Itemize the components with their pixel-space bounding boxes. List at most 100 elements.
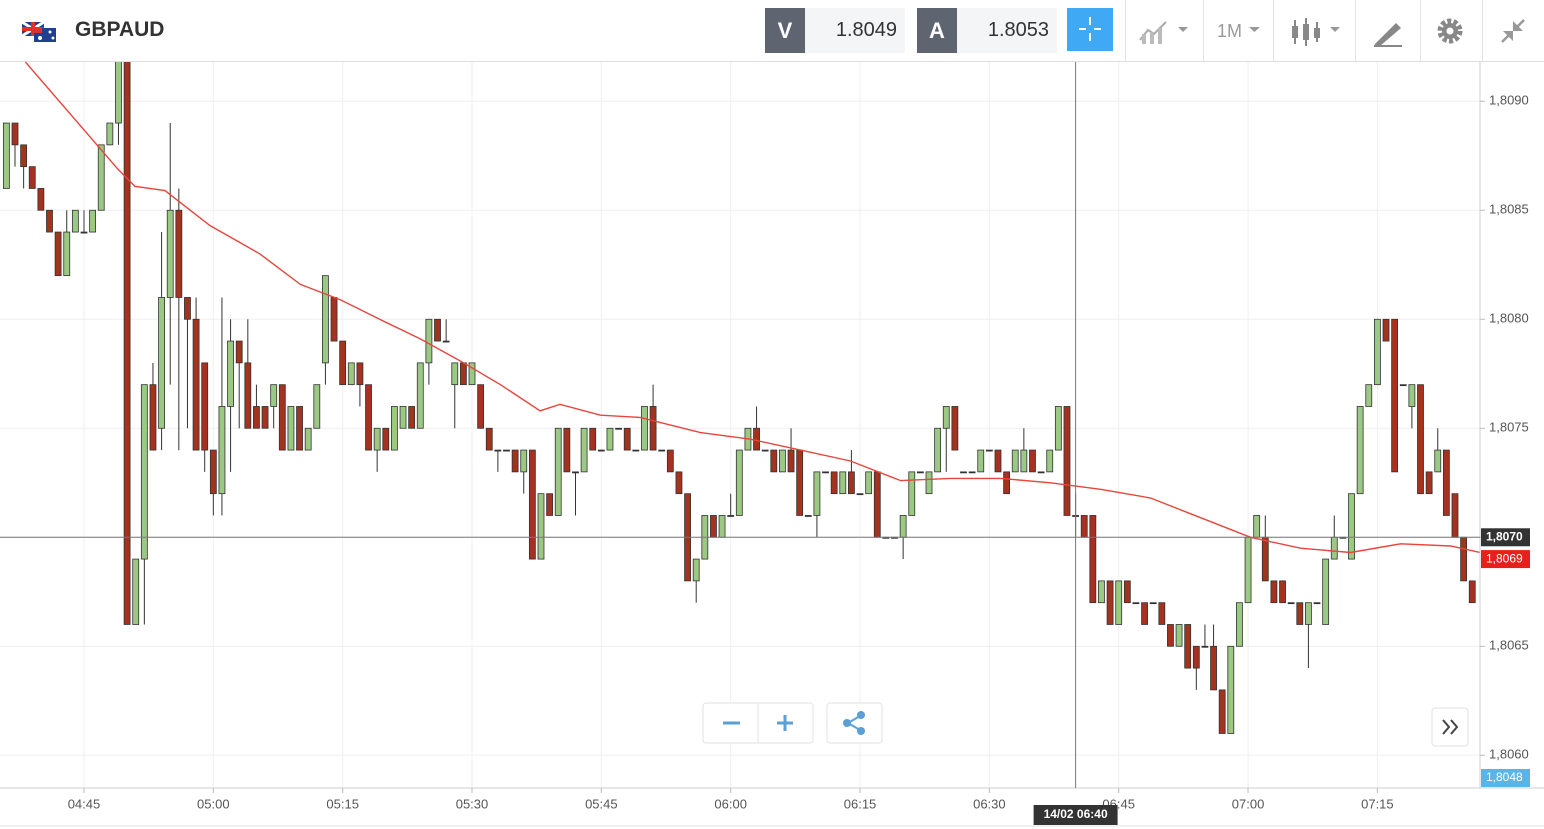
x-tick-label: 06:15	[844, 796, 877, 811]
candle-body	[1011, 449, 1019, 473]
icon-part	[1513, 21, 1523, 31]
candle-body	[468, 362, 476, 386]
candle-body	[244, 362, 252, 429]
icon-part	[1158, 28, 1162, 44]
candle-body	[873, 471, 881, 538]
candle-body	[1348, 493, 1355, 560]
candle-body	[1253, 515, 1261, 538]
separator	[1203, 0, 1204, 61]
candle-body	[787, 449, 795, 473]
candle-body	[1149, 602, 1157, 605]
candle-style-button[interactable]	[1290, 16, 1346, 48]
candle-body	[563, 427, 571, 473]
candle-body	[37, 188, 45, 211]
candle-body	[580, 427, 588, 473]
candle-body	[158, 297, 165, 429]
ask-label[interactable]: A	[917, 8, 957, 53]
candle-body	[753, 427, 760, 451]
caret	[1249, 27, 1260, 32]
candle-body	[54, 231, 62, 277]
candle-body	[632, 449, 640, 452]
candle-body	[1037, 471, 1045, 474]
share-button[interactable]	[826, 702, 883, 744]
settings-button[interactable]	[1435, 16, 1465, 46]
timeframe[interactable]: 1M	[1217, 21, 1243, 41]
candle-body	[485, 427, 493, 451]
candle-body	[123, 62, 131, 625]
candle-body	[175, 209, 183, 298]
candle-body	[1192, 645, 1200, 669]
y-tick-label: 1,8085	[1489, 202, 1529, 217]
candle-body	[968, 471, 976, 474]
candle-body	[503, 449, 510, 452]
icon-part	[1375, 23, 1401, 46]
candle-body	[1236, 602, 1243, 647]
separator	[1273, 0, 1274, 61]
candle-body	[192, 318, 200, 451]
candle-body	[1399, 384, 1407, 387]
candle-body	[865, 471, 873, 495]
candle-body	[1029, 449, 1036, 473]
candle-body	[1356, 406, 1364, 495]
ask-price[interactable]: 1.8053	[957, 8, 1057, 53]
overlay: 1,8069 1,8070 14/02 06:40 1,8048	[0, 62, 1530, 825]
toolbar: GBPAUD V 1.8049 A 1.8053 1M	[0, 0, 1544, 62]
separator	[1125, 0, 1126, 61]
caret	[1249, 27, 1260, 32]
icon-part	[1150, 32, 1154, 44]
candle-body	[1244, 536, 1252, 604]
candle-body	[658, 449, 666, 452]
collapse-button[interactable]	[1498, 16, 1528, 46]
gear-teeth	[1437, 18, 1463, 44]
crosshair-button[interactable]	[1067, 8, 1113, 51]
candle-body	[848, 471, 855, 495]
crosshair-y-label: 1,8070	[1486, 529, 1523, 543]
candle-body	[149, 384, 157, 451]
separator	[1420, 0, 1421, 61]
flag-gb	[22, 27, 44, 31]
candle-body	[209, 449, 217, 495]
y-tick-label: 1,8065	[1489, 638, 1529, 653]
bid-price[interactable]: 1.8049	[805, 8, 905, 53]
x-tick-label: 06:30	[973, 796, 1006, 811]
candle-body	[391, 406, 398, 451]
candle-body	[813, 471, 821, 516]
icon-part	[1314, 28, 1320, 38]
candle-body	[1123, 580, 1131, 604]
candle-body	[1106, 580, 1114, 625]
candle-body	[718, 515, 726, 538]
x-tick-label: 07:00	[1232, 796, 1265, 811]
candle-body	[606, 427, 614, 451]
candle-body	[1330, 536, 1338, 560]
flag-au	[34, 28, 42, 33]
candle-body	[925, 471, 933, 495]
chart-type-button[interactable]	[1138, 18, 1194, 46]
candle-body	[1468, 580, 1476, 604]
button-bg[interactable]	[826, 702, 883, 744]
caret	[1330, 27, 1340, 32]
zoom-out-button[interactable]	[704, 704, 757, 742]
candle-body	[1167, 624, 1174, 647]
crosshair-y-tag	[1481, 528, 1530, 547]
scroll-end-button[interactable]	[1431, 707, 1469, 747]
flag-au	[51, 36, 55, 40]
candle-body	[822, 471, 829, 474]
candle-body	[1279, 580, 1286, 604]
bid-label[interactable]: V	[765, 8, 805, 53]
candle-body	[804, 515, 812, 517]
candle-body	[46, 209, 53, 233]
candle-body	[434, 318, 441, 342]
candle-body	[985, 449, 993, 452]
plot-area	[2, 62, 1480, 734]
candle-body	[97, 144, 105, 211]
candle-body	[830, 471, 838, 495]
candle-body	[1425, 471, 1433, 495]
axes: 1,8060 1,8065 1,8070 1,8075 1,8080 1,8085 1,80…	[68, 93, 1529, 812]
candle-body	[425, 318, 433, 364]
zoom-in-button[interactable]	[759, 704, 812, 742]
candle-body	[1158, 602, 1166, 625]
draw-tool-button[interactable]	[1372, 16, 1404, 48]
candle-body	[1020, 449, 1028, 473]
candle-body	[218, 406, 226, 495]
